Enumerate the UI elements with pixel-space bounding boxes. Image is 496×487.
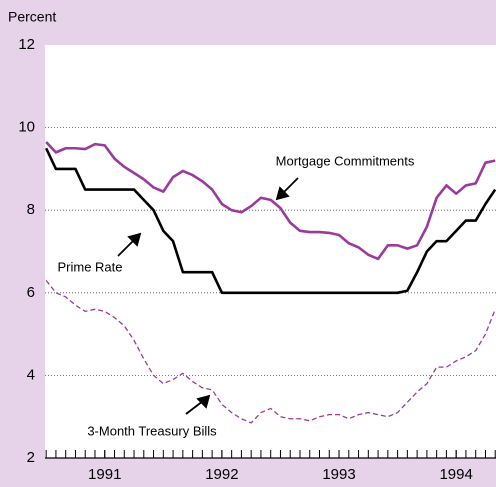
arrowhead <box>196 394 211 409</box>
y-tick-label: 10 <box>18 119 35 136</box>
y-axis-label: Percent <box>8 9 56 25</box>
arrow <box>282 177 299 194</box>
x-tick-label: 1991 <box>88 466 121 483</box>
y-tick-label: 12 <box>18 36 35 53</box>
x-tick-label: 1992 <box>205 466 238 483</box>
series-line <box>44 147 496 295</box>
annotation-arrows <box>117 177 299 415</box>
series-annotation: Mortgage Commitments <box>276 153 415 168</box>
series-line <box>45 280 496 424</box>
x-tick-label: 1994 <box>439 466 472 483</box>
y-tick-label: 8 <box>27 201 35 218</box>
series-annotation: Prime Rate <box>57 259 122 274</box>
arrowhead <box>275 186 290 201</box>
series-line <box>45 141 496 261</box>
arrow <box>117 239 135 257</box>
y-tick-label: 6 <box>27 284 35 301</box>
arrow <box>185 400 204 415</box>
arrowhead <box>127 232 142 247</box>
y-tick-label: 4 <box>27 366 35 383</box>
y-tick-label: 2 <box>27 449 35 466</box>
series-annotation: 3-Month Treasury Bills <box>87 423 217 438</box>
x-tick-label: 1993 <box>322 466 355 483</box>
